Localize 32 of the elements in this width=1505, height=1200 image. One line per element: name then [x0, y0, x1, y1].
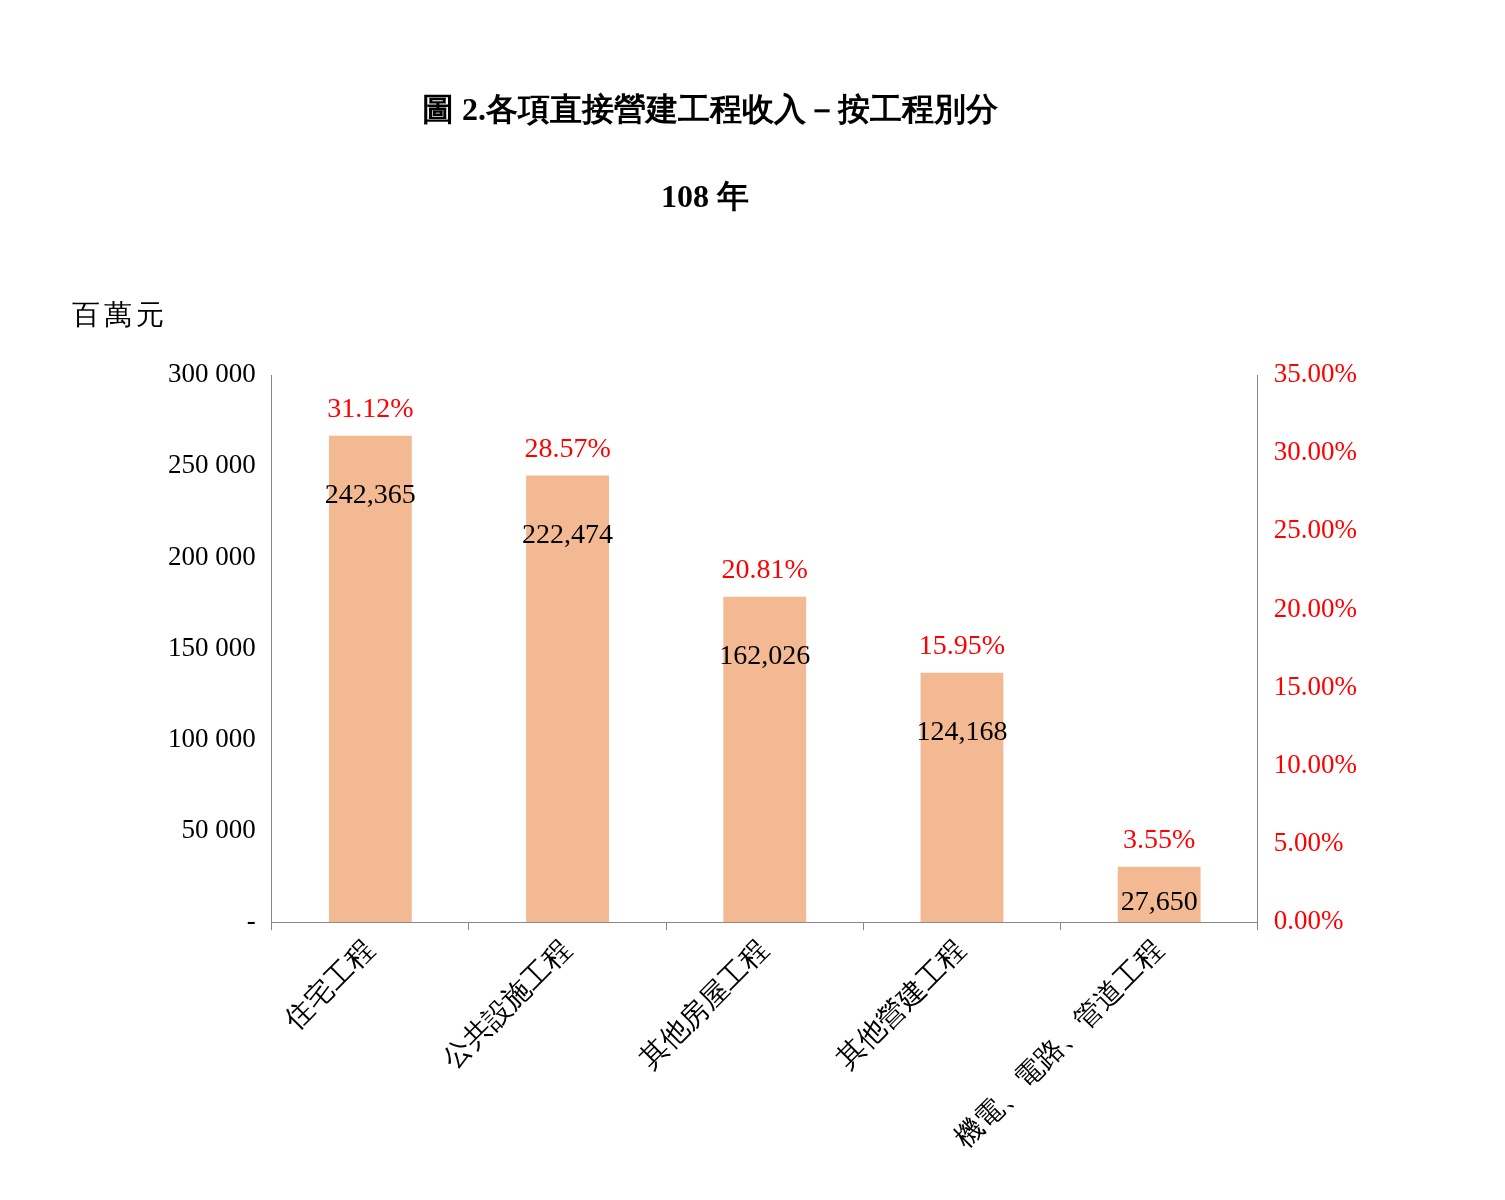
- y2-tick-label: 15.00%: [1273, 670, 1358, 701]
- y-tick-label: 150 000: [168, 631, 256, 662]
- data-label: 28.57%: [524, 431, 611, 463]
- y2-tick-label: 10.00%: [1273, 748, 1358, 779]
- x-tick-label: 住宅工程: [277, 933, 380, 1036]
- y-axis-title: 百萬元: [72, 298, 168, 332]
- data-label: 3.55%: [1122, 823, 1196, 855]
- x-tick-label: 公共設施工程: [436, 933, 577, 1075]
- y2-tick-label: 20.00%: [1273, 592, 1358, 623]
- y2-tick-label: 25.00%: [1273, 514, 1358, 545]
- y-tick-label: 50 000: [181, 814, 256, 845]
- y-tick-label: 300 000: [168, 358, 256, 389]
- annotation: 162,026: [719, 639, 811, 671]
- data-label: 15.95%: [918, 629, 1006, 661]
- data-label: 31.12%: [327, 392, 414, 424]
- chart-title: 圖 2.各項直接營建工程收入－按工程別分: [421, 90, 999, 129]
- y2-tick-label: 35.00%: [1273, 358, 1358, 389]
- y2-tick-label: 5.00%: [1273, 827, 1344, 858]
- y-tick-label: 100 000: [168, 722, 256, 753]
- annotation: 242,365: [324, 478, 416, 510]
- y2-tick-label: 30.00%: [1273, 436, 1358, 467]
- annotation: 222,474: [522, 517, 614, 549]
- x-tick-label: 其他房屋工程: [633, 933, 775, 1075]
- annotation: 124,168: [916, 715, 1008, 747]
- y-tick-label: -: [246, 905, 256, 936]
- y-tick-label: 200 000: [168, 540, 256, 571]
- x-tick-label: 其他營建工程: [830, 933, 972, 1075]
- chart-subtitle: 108 年: [660, 177, 750, 216]
- annotation: 27,650: [1120, 884, 1198, 916]
- y2-tick-label: 0.00%: [1273, 905, 1344, 936]
- data-label: 20.81%: [721, 553, 808, 585]
- y-tick-label: 250 000: [168, 449, 256, 480]
